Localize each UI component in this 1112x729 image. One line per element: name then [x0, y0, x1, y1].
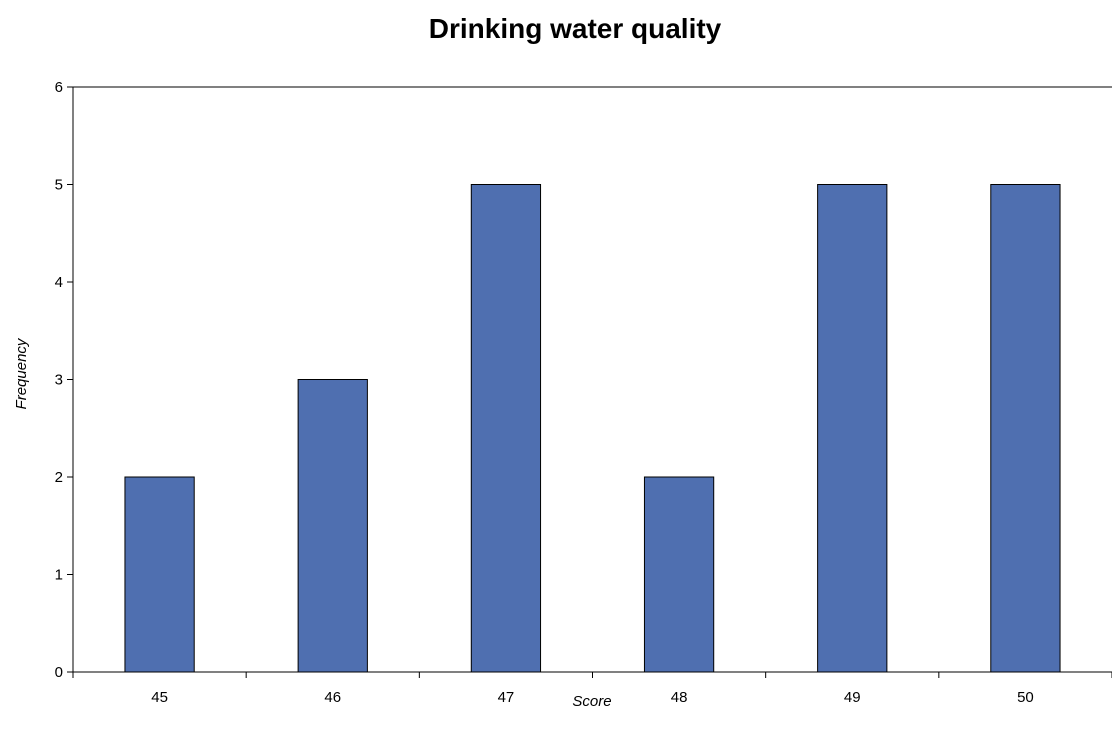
y-tick-label: 5	[55, 177, 63, 194]
x-tick-label: 47	[498, 689, 515, 706]
bar-45	[124, 476, 195, 673]
y-tick-label: 2	[55, 469, 63, 486]
y-tick-label: 3	[55, 372, 63, 389]
bar-46	[297, 379, 368, 673]
y-tick-label: 0	[55, 664, 63, 681]
bars	[124, 184, 1061, 673]
y-axis-title: Frequency	[13, 337, 30, 409]
x-tick-label: 46	[324, 689, 341, 706]
x-axis-title: Score	[572, 693, 611, 710]
x-tick-label: 49	[844, 689, 861, 706]
x-tick-label: 50	[1017, 689, 1034, 706]
y-tick-label: 1	[55, 567, 63, 584]
chart-title: Drinking water quality	[429, 13, 722, 44]
bar-49	[817, 184, 888, 673]
y-axis-ticks: 0 1 2 3 4 5 6	[55, 79, 73, 681]
bar-47	[470, 184, 542, 673]
bar-48	[643, 476, 715, 673]
y-tick-label: 6	[55, 79, 63, 96]
y-tick-label: 4	[55, 274, 63, 291]
x-tick-label: 45	[151, 689, 168, 706]
bar-50	[990, 184, 1061, 673]
x-axis-ticks: 45 46 47 48 49 50	[72, 672, 1112, 706]
x-tick-label: 48	[671, 689, 688, 706]
